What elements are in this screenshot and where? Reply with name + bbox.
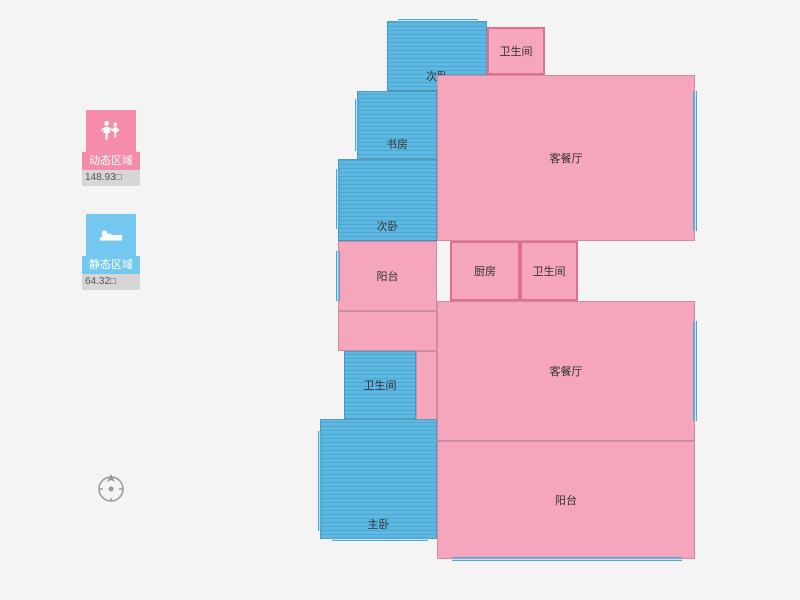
room-label: 卫生间 bbox=[500, 43, 533, 59]
room-label: 书房 bbox=[358, 136, 436, 152]
legend-static: 静态区域 64.32□ bbox=[82, 214, 140, 290]
people-icon bbox=[86, 110, 136, 152]
room-label: 主卧 bbox=[321, 516, 436, 532]
window bbox=[318, 431, 322, 531]
room-corridor bbox=[338, 311, 437, 351]
legend-dynamic-value: 148.93□ bbox=[82, 170, 140, 186]
room-label: 次卧 bbox=[339, 218, 436, 234]
legend-dynamic-label: 动态区域 bbox=[82, 152, 140, 170]
room-balcony1: 阳台 bbox=[338, 241, 437, 311]
window bbox=[336, 169, 340, 229]
sleep-icon bbox=[86, 214, 136, 256]
legend-static-value: 64.32□ bbox=[82, 274, 140, 290]
window bbox=[452, 557, 682, 561]
legend: 动态区域 148.93□ 静态区域 64.32□ bbox=[82, 110, 140, 318]
room-label: 客餐厅 bbox=[550, 363, 583, 379]
window bbox=[336, 251, 340, 301]
legend-static-label: 静态区域 bbox=[82, 256, 140, 274]
room-label: 阳台 bbox=[377, 268, 399, 284]
room-label: 阳台 bbox=[555, 492, 577, 508]
room-label: 客餐厅 bbox=[550, 150, 583, 166]
room-master: 主卧 bbox=[320, 419, 437, 539]
room-kitchen: 厨房 bbox=[450, 241, 520, 301]
room-study: 书房 bbox=[357, 91, 437, 159]
window bbox=[693, 321, 697, 421]
compass-icon bbox=[94, 470, 128, 504]
room-bedroom2b: 次卧 bbox=[338, 159, 437, 241]
room-balcony2: 阳台 bbox=[437, 441, 695, 559]
legend-dynamic: 动态区域 148.93□ bbox=[82, 110, 140, 186]
window bbox=[693, 91, 697, 231]
window bbox=[332, 537, 428, 541]
room-living1: 客餐厅 bbox=[437, 75, 695, 241]
window bbox=[355, 99, 359, 151]
floor-plan: 次卧卫生间书房客餐厅次卧阳台厨房卫生间客餐厅卫生间主卧阳台 bbox=[302, 21, 712, 581]
room-label: 厨房 bbox=[474, 263, 496, 279]
room-label: 卫生间 bbox=[364, 377, 397, 393]
room-label: 卫生间 bbox=[533, 263, 566, 279]
room-bath2: 卫生间 bbox=[520, 241, 578, 301]
room-bath1: 卫生间 bbox=[487, 27, 545, 75]
room-living2: 客餐厅 bbox=[437, 301, 695, 441]
window bbox=[398, 19, 478, 23]
room-bath3: 卫生间 bbox=[344, 351, 416, 419]
